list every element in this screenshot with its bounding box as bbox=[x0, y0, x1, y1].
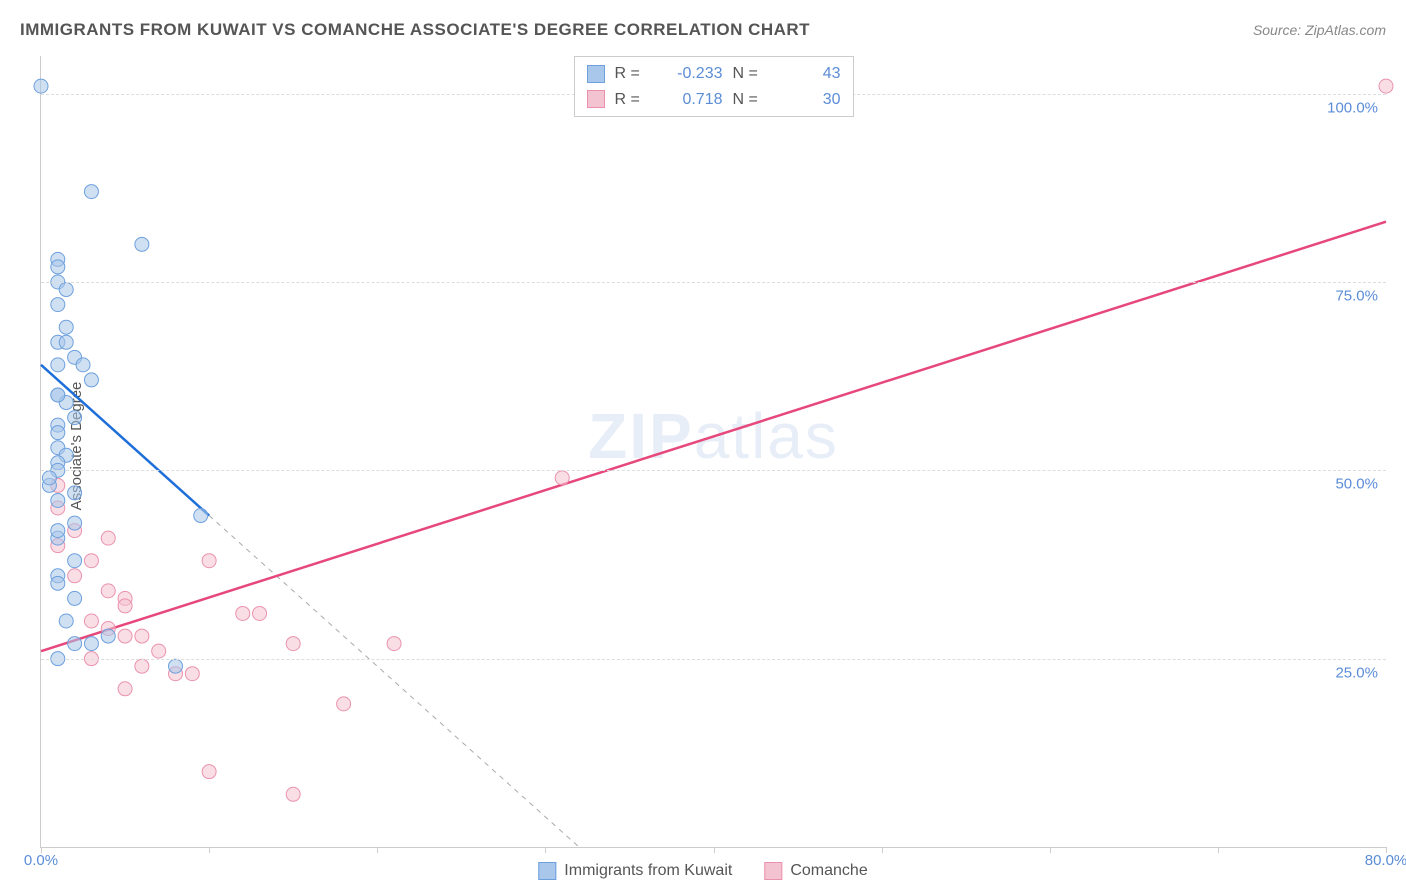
x-tick bbox=[1050, 847, 1051, 853]
n-label: N = bbox=[733, 87, 771, 113]
gridline bbox=[41, 470, 1386, 471]
gridline bbox=[41, 659, 1386, 660]
legend-swatch-pink bbox=[587, 90, 605, 108]
legend-swatch-blue bbox=[538, 862, 556, 880]
scatter-plot-svg bbox=[41, 56, 1386, 847]
x-tick-label: 0.0% bbox=[24, 852, 58, 869]
y-tick-label: 50.0% bbox=[1335, 476, 1378, 493]
n-label: N = bbox=[733, 61, 771, 87]
x-tick-label: 80.0% bbox=[1365, 852, 1406, 869]
x-tick bbox=[209, 847, 210, 853]
legend-row-series-0: R = -0.233 N = 43 bbox=[587, 61, 841, 87]
legend-label-comanche: Comanche bbox=[790, 862, 867, 880]
n-value-0: 43 bbox=[781, 61, 841, 87]
gridline bbox=[41, 282, 1386, 283]
r-label: R = bbox=[615, 61, 653, 87]
y-tick-label: 75.0% bbox=[1335, 288, 1378, 305]
y-tick-label: 25.0% bbox=[1335, 664, 1378, 681]
x-tick bbox=[545, 847, 546, 853]
legend-label-kuwait: Immigrants from Kuwait bbox=[564, 862, 732, 880]
legend-item-kuwait: Immigrants from Kuwait bbox=[538, 862, 732, 880]
x-tick bbox=[1218, 847, 1219, 853]
correlation-legend: R = -0.233 N = 43 R = 0.718 N = 30 bbox=[574, 56, 854, 117]
x-tick bbox=[714, 847, 715, 853]
n-value-1: 30 bbox=[781, 87, 841, 113]
r-label: R = bbox=[615, 87, 653, 113]
x-tick bbox=[882, 847, 883, 853]
y-tick-label: 100.0% bbox=[1327, 99, 1378, 116]
legend-item-comanche: Comanche bbox=[764, 862, 867, 880]
legend-row-series-1: R = 0.718 N = 30 bbox=[587, 87, 841, 113]
chart-title: IMMIGRANTS FROM KUWAIT VS COMANCHE ASSOC… bbox=[20, 20, 810, 40]
x-tick bbox=[377, 847, 378, 853]
series-legend: Immigrants from Kuwait Comanche bbox=[538, 862, 867, 880]
r-value-1: 0.718 bbox=[663, 87, 723, 113]
r-value-0: -0.233 bbox=[663, 61, 723, 87]
legend-swatch-blue bbox=[587, 65, 605, 83]
chart-plot-area: ZIPatlas R = -0.233 N = 43 R = 0.718 N =… bbox=[40, 56, 1386, 848]
legend-swatch-pink bbox=[764, 862, 782, 880]
source-label: Source: ZipAtlas.com bbox=[1253, 22, 1386, 38]
